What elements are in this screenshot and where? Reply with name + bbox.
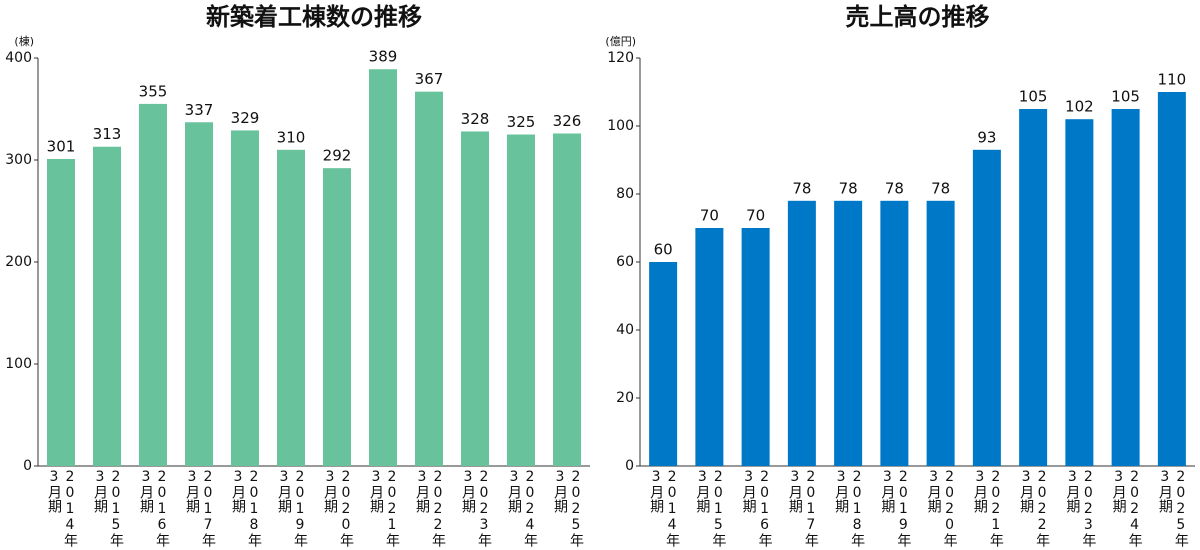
bar [1019,109,1048,466]
x-tick-label: 2014年3月期 [648,469,681,547]
data-label: 310 [277,128,306,146]
x-tick-label: 2024年3月期 [1110,469,1143,547]
data-label: 389 [369,48,398,66]
chart-title: 新築着工棟数の推移 [206,3,422,31]
bar [231,130,259,467]
data-label: 78 [931,179,950,197]
bar [834,200,863,467]
bar [553,133,581,467]
y-tick-label: 100 [5,356,32,372]
data-label: 328 [461,110,490,128]
y-tick-label: 300 [5,152,32,168]
data-label: 337 [185,101,214,119]
data-label: 105 [1111,88,1140,106]
data-label: 78 [839,179,858,197]
x-tick-label: 2016年3月期 [740,469,773,547]
bar [323,168,351,466]
x-tick-label: 2017年3月期 [786,469,819,547]
data-label: 325 [507,113,536,131]
chart-title: 売上高の推移 [846,3,990,31]
bar [741,228,770,466]
bar [93,146,121,467]
y-tick-label: 120 [607,50,634,66]
x-tick-label: 2016年3月期 [138,469,170,547]
x-tick-label: 2015年3月期 [694,469,727,547]
data-label: 329 [231,109,260,127]
data-label: 110 [1158,71,1187,89]
bar [47,158,75,467]
data-label: 78 [792,179,811,197]
data-label: 60 [654,241,673,259]
bar [277,149,305,467]
bar [1065,119,1094,466]
x-tick-label: 2020年3月期 [322,469,354,547]
bar [926,200,955,467]
data-label: 105 [1019,88,1048,106]
bar [139,103,167,467]
bar [787,200,816,467]
y-tick-label: 20 [616,390,634,406]
y-tick-label: 40 [616,322,634,338]
bar [369,69,397,466]
x-tick-label: 2025年3月期 [1156,469,1189,547]
data-label: 326 [553,112,582,130]
x-tick-label: 2021年3月期 [971,469,1004,547]
y-tick-label: 200 [5,254,32,270]
x-tick-label: 2023年3月期 [460,469,492,547]
y-tick-label: 0 [23,458,32,474]
x-tick-label: 2018年3月期 [230,469,262,547]
y-tick-label: 80 [616,186,634,202]
x-tick-label: 2015年3月期 [92,469,124,547]
x-tick-label: 2022年3月期 [414,469,446,547]
bar [1111,109,1140,466]
bar [972,149,1001,467]
x-tick-label: 2014年3月期 [46,469,78,547]
x-tick-label: 2025年3月期 [552,469,584,547]
bar [880,200,909,467]
bar [695,228,724,466]
data-label: 301 [47,137,76,155]
y-tick-label: 60 [616,254,634,270]
data-label: 70 [746,207,765,225]
x-tick-label: 2019年3月期 [879,469,912,547]
x-tick-label: 2022年3月期 [1018,469,1051,547]
x-tick-label: 2017年3月期 [184,469,216,547]
y-tick-label: 100 [607,118,634,134]
bar [649,262,678,466]
data-label: 313 [93,125,122,143]
x-tick-label: 2019年3月期 [276,469,308,547]
data-label: 70 [700,207,719,225]
data-label: 355 [139,82,168,100]
data-label: 102 [1065,98,1094,116]
bar [461,131,489,466]
y-tick-label: 400 [5,50,32,66]
data-label: 367 [415,70,444,88]
bar [1157,92,1186,466]
y-tick-label: 0 [625,458,634,474]
x-tick-label: 2021年3月期 [368,469,400,547]
data-label: 93 [977,128,996,146]
bar [507,134,535,466]
x-tick-label: 2024年3月期 [506,469,538,547]
x-tick-label: 2023年3月期 [1064,469,1097,547]
bar [185,122,213,466]
bar [415,91,443,466]
data-label: 292 [323,147,352,165]
x-tick-label: 2018年3月期 [833,469,866,547]
y-axis-label: (億円) [605,35,636,48]
x-tick-label: 2020年3月期 [925,469,958,547]
y-axis-label: (棟) [14,34,34,48]
data-label: 78 [885,179,904,197]
